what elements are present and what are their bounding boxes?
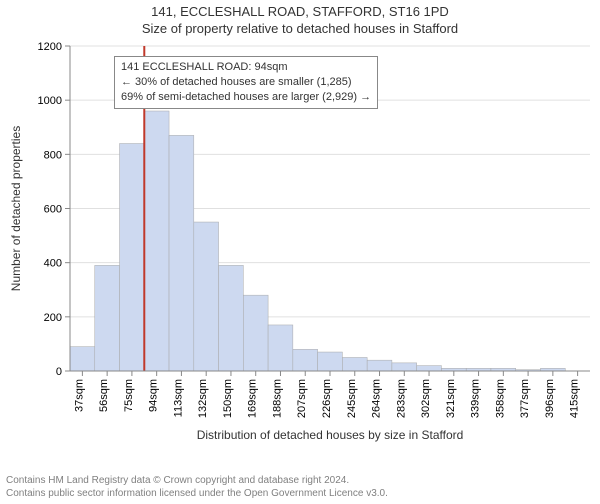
chart-info-box: 141 ECCLESHALL ROAD: 94sqm ← 30% of deta… [114, 56, 378, 109]
x-tick-label: 37sqm [73, 379, 85, 412]
histogram-bar [392, 363, 417, 371]
x-tick-label: 132sqm [197, 379, 209, 418]
y-tick-label: 400 [44, 258, 62, 270]
y-axis-label: Number of detached properties [9, 126, 23, 291]
histogram-bar [367, 360, 392, 371]
histogram-bar [144, 111, 169, 371]
info-box-line1: 141 ECCLESHALL ROAD: 94sqm [121, 60, 371, 75]
histogram-bar [268, 325, 293, 371]
footer-line2: Contains public sector information licen… [6, 488, 388, 501]
histogram-bar [318, 352, 343, 371]
info-box-line3: 69% of semi-detached houses are larger (… [121, 90, 371, 105]
x-tick-label: 245sqm [346, 379, 358, 418]
y-tick-label: 800 [44, 149, 62, 161]
footer-line1: Contains HM Land Registry data © Crown c… [6, 475, 388, 488]
x-tick-label: 207sqm [296, 379, 308, 418]
footer-attribution: Contains HM Land Registry data © Crown c… [6, 475, 388, 500]
x-tick-label: 226sqm [321, 379, 333, 418]
histogram-bar [293, 349, 318, 371]
y-tick-label: 600 [44, 204, 62, 216]
histogram-bar [95, 265, 120, 371]
histogram-bar [70, 347, 95, 371]
x-tick-label: 283sqm [395, 379, 407, 418]
x-axis-label: Distribution of detached houses by size … [197, 428, 464, 442]
x-tick-label: 113sqm [172, 379, 184, 417]
x-tick-label: 94sqm [148, 379, 160, 412]
histogram-bar [417, 366, 442, 371]
x-tick-label: 358sqm [494, 379, 506, 418]
x-tick-label: 396sqm [544, 379, 556, 418]
x-tick-label: 264sqm [371, 379, 383, 418]
x-tick-label: 169sqm [247, 379, 259, 418]
page-title-line2: Size of property relative to detached ho… [0, 21, 600, 36]
y-tick-label: 200 [44, 312, 62, 324]
x-tick-label: 415sqm [569, 379, 581, 418]
y-tick-label: 0 [56, 366, 62, 378]
x-tick-label: 56sqm [98, 379, 110, 412]
x-tick-label: 302sqm [420, 379, 432, 418]
histogram-bar [219, 265, 244, 371]
histogram-bar [194, 222, 219, 371]
x-tick-label: 339sqm [470, 379, 482, 418]
histogram-bar [243, 295, 268, 371]
info-box-line2: ← 30% of detached houses are smaller (1,… [121, 75, 371, 90]
page-title-line1: 141, ECCLESHALL ROAD, STAFFORD, ST16 1PD [0, 4, 600, 19]
histogram-bar [342, 357, 367, 371]
x-tick-label: 321sqm [445, 379, 457, 418]
x-tick-label: 188sqm [271, 379, 283, 418]
histogram-bar [120, 144, 145, 372]
histogram-bar [169, 135, 194, 371]
x-tick-label: 377sqm [519, 379, 531, 418]
x-tick-label: 150sqm [222, 379, 234, 418]
y-tick-label: 1000 [38, 95, 62, 107]
x-tick-label: 75sqm [123, 379, 135, 412]
y-tick-label: 1200 [38, 41, 62, 53]
